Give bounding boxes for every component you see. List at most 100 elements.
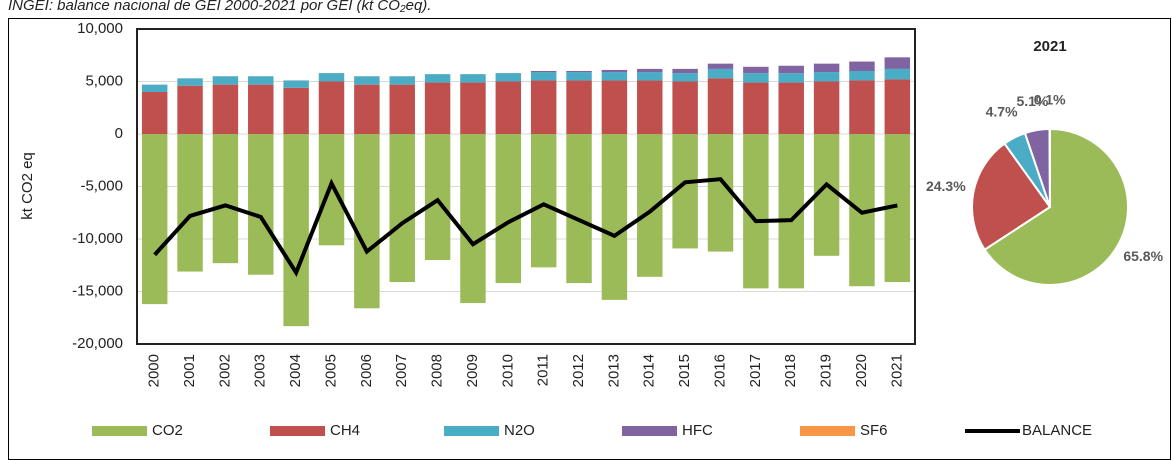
x-tick-label: 2002 [216, 354, 233, 387]
legend-swatch [444, 426, 499, 436]
bar [707, 68, 734, 79]
bar [248, 134, 274, 275]
bar [495, 73, 522, 82]
bar [177, 78, 203, 86]
pie-title: 2021 [1033, 38, 1066, 55]
bar [283, 87, 309, 134]
bar [141, 92, 168, 134]
bar [884, 57, 911, 69]
bar [637, 72, 663, 81]
bar [389, 76, 415, 85]
x-tick-label: 2014 [641, 354, 658, 387]
bar [212, 76, 239, 85]
bar [354, 84, 380, 134]
bar [884, 68, 911, 80]
x-tick-label: 2006 [358, 354, 375, 387]
legend-swatch [92, 426, 147, 436]
y-axis-label: kt CO2 eq [19, 152, 36, 220]
bar [637, 68, 663, 73]
x-tick-label: 2009 [464, 354, 481, 387]
bar [672, 81, 698, 134]
bar [778, 73, 804, 83]
x-tick-label: 2013 [605, 354, 622, 387]
bar [177, 85, 203, 134]
bar [743, 66, 769, 74]
bar [530, 72, 557, 81]
bar [530, 134, 557, 268]
bar [849, 61, 875, 71]
legend-swatch [270, 426, 325, 436]
y-tick-label: -20,000 [72, 335, 123, 352]
x-tick-label: 2004 [287, 354, 304, 387]
x-tick-label: 2011 [535, 354, 552, 386]
bar [248, 76, 274, 85]
x-tick-label: 2020 [853, 354, 870, 387]
bar [141, 84, 168, 92]
x-tick-label: 2018 [782, 354, 799, 387]
plot-border [136, 28, 916, 345]
bar [743, 73, 769, 83]
bar [778, 65, 804, 74]
pie-label: 24.3% [926, 178, 966, 194]
bar [389, 134, 415, 283]
bar [389, 84, 415, 134]
x-tick-label: 2005 [322, 354, 339, 387]
x-tick-label: 2000 [146, 354, 163, 387]
legend-swatch [800, 426, 855, 436]
bar [849, 80, 875, 134]
bar [707, 78, 734, 134]
bar [212, 134, 239, 264]
bar [707, 63, 734, 69]
legend-label: HFC [682, 422, 713, 439]
pie-label: 65.8% [1123, 248, 1163, 264]
x-tick-label: 2021 [888, 354, 905, 387]
x-tick-label: 2007 [393, 354, 410, 387]
bar [495, 134, 522, 284]
x-tick-label: 2008 [429, 354, 446, 387]
bar [141, 134, 168, 305]
bar [637, 80, 663, 134]
bar [318, 134, 345, 246]
bar [318, 73, 345, 82]
bar [813, 63, 840, 73]
bar [354, 76, 380, 85]
bar [672, 73, 698, 82]
bar [566, 134, 592, 284]
legend-label: SF6 [860, 422, 888, 439]
legend-label: N2O [504, 422, 535, 439]
bar [212, 84, 239, 134]
y-tick-label: -15,000 [72, 282, 123, 299]
bar [601, 72, 628, 81]
bar [778, 82, 804, 134]
bar [424, 134, 451, 260]
pie-label: 0.1% [1034, 92, 1066, 108]
bar [460, 134, 486, 304]
legend-label: CH4 [330, 422, 360, 439]
bar [248, 84, 274, 134]
bar [460, 82, 486, 134]
bar [813, 72, 840, 82]
x-tick-label: 2001 [181, 354, 198, 387]
bar [177, 134, 203, 272]
y-tick-label: -10,000 [72, 230, 123, 247]
bar [601, 69, 628, 73]
x-tick-label: 2017 [747, 354, 764, 387]
pie-slice [971, 142, 1052, 252]
chart-title: INGEI: balance nacional de GEI 2000-2021… [8, 0, 431, 14]
x-tick-label: 2010 [499, 354, 516, 387]
x-tick-label: 2012 [570, 354, 587, 387]
bar [813, 81, 840, 134]
bar [460, 74, 486, 83]
x-tick-label: 2003 [252, 354, 269, 387]
pie-label: 4.7% [986, 103, 1018, 119]
legend-label: BALANCE [1022, 422, 1092, 439]
y-tick-label: -5,000 [80, 177, 123, 194]
bar [849, 71, 875, 81]
bar [672, 68, 698, 74]
bar [424, 82, 451, 134]
y-tick-label: 0 [115, 125, 123, 142]
bar [530, 80, 557, 134]
bar [495, 81, 522, 134]
bar [566, 72, 592, 81]
